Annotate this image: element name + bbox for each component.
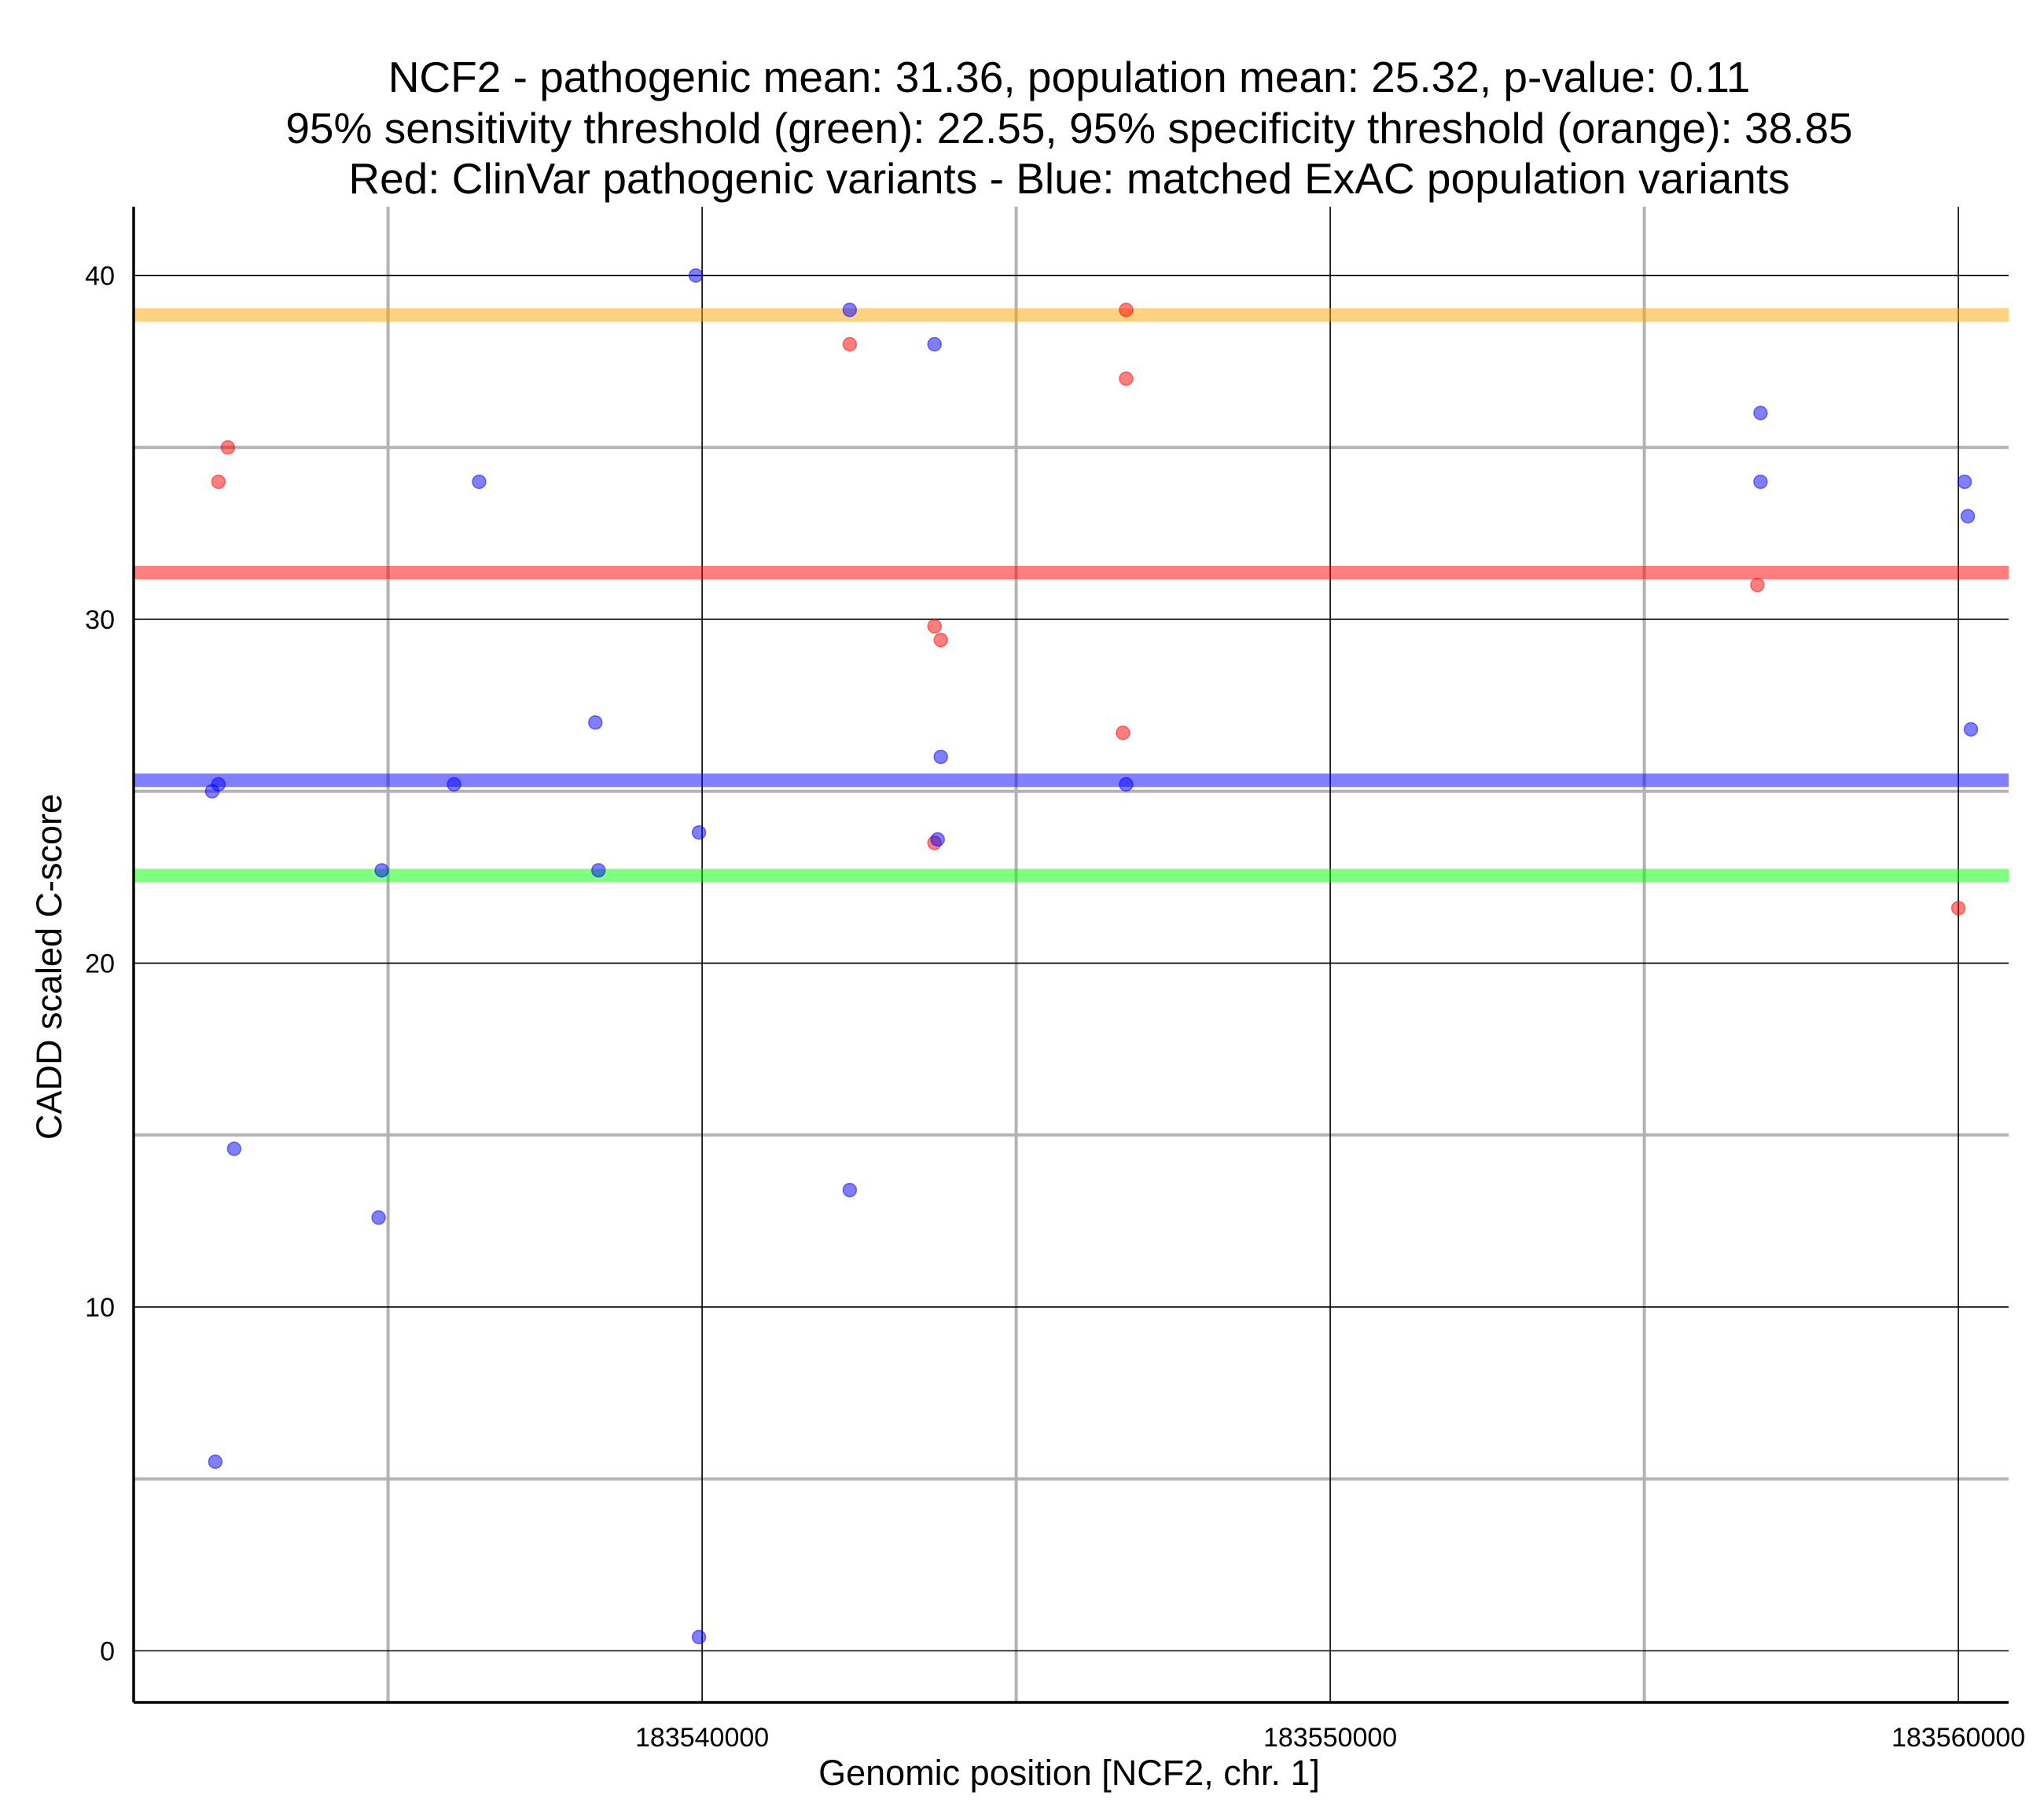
pathogenic-point <box>1750 577 1765 593</box>
title-line-2: 95% sensitivity threshold (green): 22.55… <box>285 104 1852 152</box>
chart-title: NCF2 - pathogenic mean: 31.36, populatio… <box>285 53 1852 203</box>
population-point <box>842 1182 858 1198</box>
population-point <box>691 1629 707 1645</box>
threshold-lines <box>134 308 2009 883</box>
population-point <box>371 1210 386 1225</box>
y-tick-label: 30 <box>85 605 115 635</box>
grid-lines <box>134 207 2009 1702</box>
data-points <box>204 268 1979 1645</box>
title-line-3: Red: ClinVar pathogenic variants - Blue:… <box>348 154 1789 203</box>
pathogenic-point <box>842 336 858 352</box>
population-point <box>447 777 461 792</box>
population-point <box>933 749 948 765</box>
pathogenic-point <box>1119 371 1134 386</box>
population-point <box>374 863 389 878</box>
population-point <box>688 268 704 283</box>
pathogenic-point <box>211 474 226 490</box>
population-point <box>1957 474 1972 490</box>
population-point <box>1753 406 1768 420</box>
y-axis-label: CADD scaled C-score <box>29 794 69 1140</box>
population-point <box>591 863 606 878</box>
population-point <box>1753 474 1768 490</box>
y-tick-label: 40 <box>85 261 115 291</box>
population-point <box>226 1141 242 1156</box>
axes <box>132 207 2009 1704</box>
x-axis-label: Genomic position [NCF2, chr. 1] <box>818 1753 1320 1793</box>
population-point <box>211 777 226 792</box>
population-point <box>691 824 707 840</box>
tick-labels: 183540000 183550000 183560000 0 10 20 30 40 <box>85 261 2025 1753</box>
population-point <box>472 474 487 490</box>
pathogenic-point <box>1950 901 1966 916</box>
y-tick-label: 10 <box>85 1293 115 1323</box>
pathogenic-point <box>1116 725 1130 740</box>
x-tick-label: 183540000 <box>635 1723 769 1753</box>
population-point <box>208 1454 223 1470</box>
pathogenic-point <box>927 619 942 633</box>
population-point <box>1960 509 1976 523</box>
pathogenic-point <box>1119 302 1134 318</box>
population-point <box>588 714 603 730</box>
y-tick-label: 0 <box>100 1636 115 1666</box>
x-tick-label: 183550000 <box>1263 1723 1397 1753</box>
y-tick-label: 20 <box>85 949 115 979</box>
x-tick-label: 183560000 <box>1891 1723 2025 1753</box>
population-point <box>930 832 945 847</box>
pathogenic-point <box>933 632 948 648</box>
population-point <box>1119 777 1134 792</box>
title-line-1: NCF2 - pathogenic mean: 31.36, populatio… <box>388 53 1751 101</box>
population-point <box>1963 722 1979 737</box>
population-point <box>842 302 858 318</box>
population-point <box>927 336 942 352</box>
pathogenic-point <box>220 439 236 455</box>
